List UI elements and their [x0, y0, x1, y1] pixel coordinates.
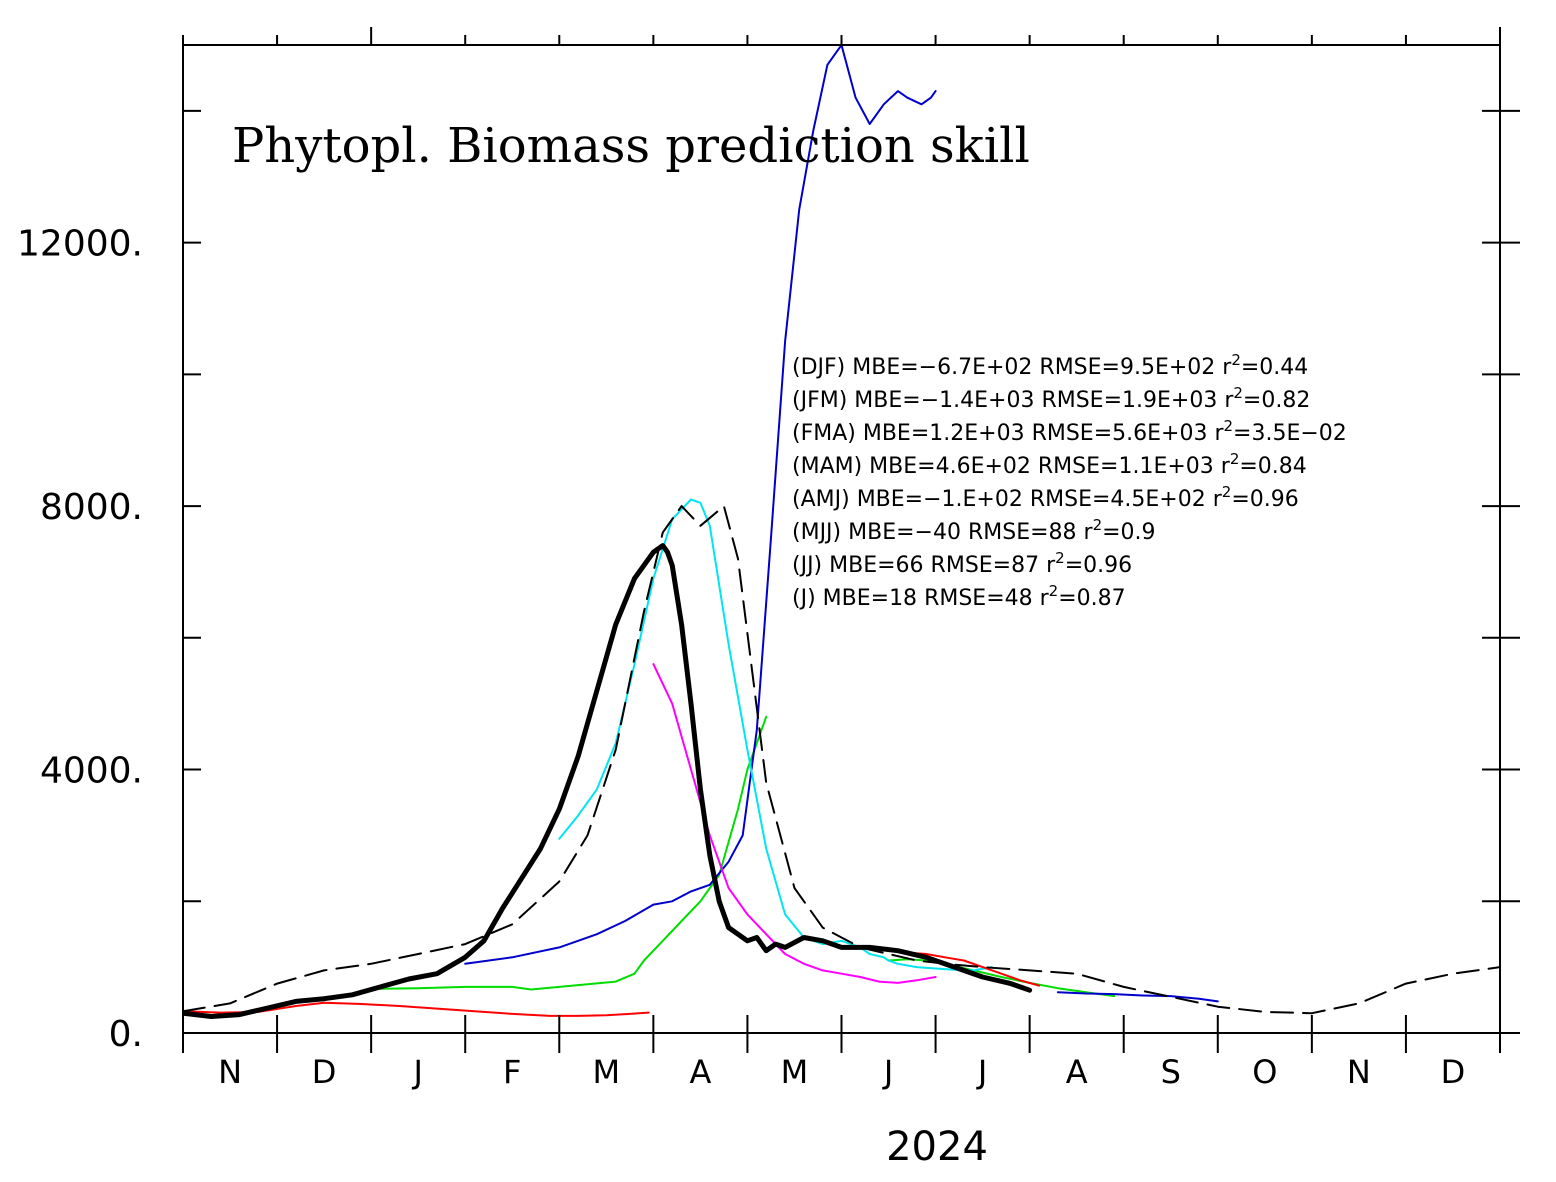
x-month-label-7: J — [882, 1053, 893, 1091]
stat-r-2: r — [1214, 421, 1224, 446]
y-tick-label-6: 12000. — [17, 224, 143, 265]
stat-r2-exponent-0: 2 — [1231, 351, 1241, 369]
skill-statistics-legend: (DJF) MBE=−6.7E+02 RMSE=9.5E+02 r2=0.44(… — [792, 351, 1347, 611]
x-month-label-12: N — [1347, 1053, 1371, 1091]
y-tick-label-2: 4000. — [40, 751, 143, 792]
stat-line-7: (J) MBE=18 RMSE=48 r2=0.87 — [792, 582, 1126, 611]
stat-r-3: r — [1221, 454, 1231, 479]
stat-r2-7: =0.87 — [1058, 586, 1125, 611]
chart-title: Phytopl. Biomass prediction skill — [232, 118, 1030, 174]
stat-mbe-2: MBE=1.2E+03 — [863, 421, 1032, 446]
stat-mbe-6: MBE=66 — [829, 553, 930, 578]
series-line-3 — [464, 45, 937, 965]
series-line-8 — [183, 505, 1500, 1015]
x-month-label-4: M — [593, 1053, 621, 1091]
stat-r-1: r — [1224, 388, 1234, 413]
stat-mbe-1: MBE=−1.4E+03 — [854, 388, 1041, 413]
stat-rmse-3: RMSE=1.1E+03 — [1038, 454, 1221, 479]
x-month-label-0: N — [218, 1053, 242, 1091]
stat-line-6: (JJ) MBE=66 RMSE=87 r2=0.96 — [792, 549, 1132, 578]
stat-r2-0: =0.44 — [1241, 355, 1308, 380]
stat-r-5: r — [1084, 520, 1094, 545]
stat-mbe-5: MBE=−40 — [848, 520, 968, 545]
stat-r2-exponent-3: 2 — [1230, 450, 1240, 468]
x-month-label-13: D — [1441, 1053, 1466, 1091]
x-month-label-8: J — [976, 1053, 987, 1091]
stat-mbe-7: MBE=18 — [823, 586, 924, 611]
x-month-label-1: D — [312, 1053, 337, 1091]
stat-r2-exponent-2: 2 — [1224, 417, 1234, 435]
stat-r-0: r — [1222, 355, 1232, 380]
x-month-label-5: A — [689, 1053, 711, 1091]
stat-r-4: r — [1213, 487, 1223, 512]
stat-period-6: (JJ) — [792, 553, 829, 578]
x-month-label-3: F — [503, 1053, 521, 1091]
axes-group: 0. 4000. 8000. 12000. N D J F M A M J J A S O N D — [17, 27, 1520, 1091]
series-line-2 — [887, 958, 1116, 998]
stat-period-0: (DJF) — [792, 355, 852, 380]
stat-r2-3: =0.84 — [1239, 454, 1306, 479]
stat-line-1: (JFM) MBE=−1.4E+03 RMSE=1.9E+03 r2=0.82 — [792, 384, 1310, 413]
stat-period-2: (FMA) — [792, 421, 863, 446]
stat-r2-exponent-6: 2 — [1055, 549, 1065, 567]
stat-period-3: (MAM) — [792, 454, 869, 479]
stat-line-0: (DJF) MBE=−6.7E+02 RMSE=9.5E+02 r2=0.44 — [792, 351, 1308, 380]
stat-rmse-5: RMSE=88 — [968, 520, 1084, 545]
stat-period-1: (JFM) — [792, 388, 854, 413]
data-series-group — [183, 45, 1500, 1019]
series-line-9 — [183, 543, 1033, 1019]
stat-rmse-0: RMSE=9.5E+02 — [1039, 355, 1222, 380]
stat-r2-5: =0.9 — [1102, 520, 1155, 545]
stat-period-5: (MJJ) — [792, 520, 848, 545]
stat-period-4: (AMJ) — [792, 487, 857, 512]
stat-r2-4: =0.96 — [1231, 487, 1298, 512]
x-month-label-9: A — [1066, 1053, 1088, 1091]
series-line-4 — [1056, 991, 1219, 1003]
stat-rmse-6: RMSE=87 — [931, 553, 1047, 578]
x-month-label-11: O — [1252, 1053, 1277, 1091]
y-tick-label-0: 0. — [109, 1014, 143, 1055]
stat-line-3: (MAM) MBE=4.6E+02 RMSE=1.1E+03 r2=0.84 — [792, 450, 1307, 479]
stat-mbe-0: MBE=−6.7E+02 — [852, 355, 1039, 380]
stat-line-4: (AMJ) MBE=−1.E+02 RMSE=4.5E+02 r2=0.96 — [792, 483, 1299, 512]
stat-period-7: (J) — [792, 586, 823, 611]
stat-r2-1: =0.82 — [1243, 388, 1310, 413]
stat-r2-2: =3.5E−02 — [1233, 421, 1347, 446]
stat-line-5: (MJJ) MBE=−40 RMSE=88 r2=0.9 — [792, 516, 1156, 545]
stat-mbe-4: MBE=−1.E+02 — [857, 487, 1030, 512]
stat-rmse-4: RMSE=4.5E+02 — [1030, 487, 1213, 512]
stat-rmse-2: RMSE=5.6E+03 — [1032, 421, 1215, 446]
stat-rmse-1: RMSE=1.9E+03 — [1041, 388, 1224, 413]
series-line-0 — [183, 1001, 650, 1017]
stat-r2-exponent-5: 2 — [1093, 516, 1103, 534]
stat-r-7: r — [1040, 586, 1050, 611]
x-month-label-6: M — [781, 1053, 809, 1091]
stat-rmse-7: RMSE=48 — [924, 586, 1040, 611]
x-month-label-2: J — [411, 1053, 422, 1091]
stat-r2-exponent-7: 2 — [1049, 582, 1059, 600]
x-axis-label: 2024 — [886, 1124, 988, 1170]
stat-r2-exponent-1: 2 — [1233, 384, 1243, 402]
stat-mbe-3: MBE=4.6E+02 — [869, 454, 1038, 479]
x-month-label-10: S — [1161, 1053, 1181, 1091]
stat-line-2: (FMA) MBE=1.2E+03 RMSE=5.6E+03 r2=3.5E−0… — [792, 417, 1347, 446]
series-line-6 — [652, 663, 937, 984]
stat-r-6: r — [1046, 553, 1056, 578]
y-tick-label-4: 8000. — [40, 487, 143, 528]
stat-r2-6: =0.96 — [1065, 553, 1132, 578]
stat-r2-exponent-4: 2 — [1222, 483, 1232, 501]
series-line-1 — [370, 715, 768, 991]
series-line-5 — [558, 498, 993, 972]
